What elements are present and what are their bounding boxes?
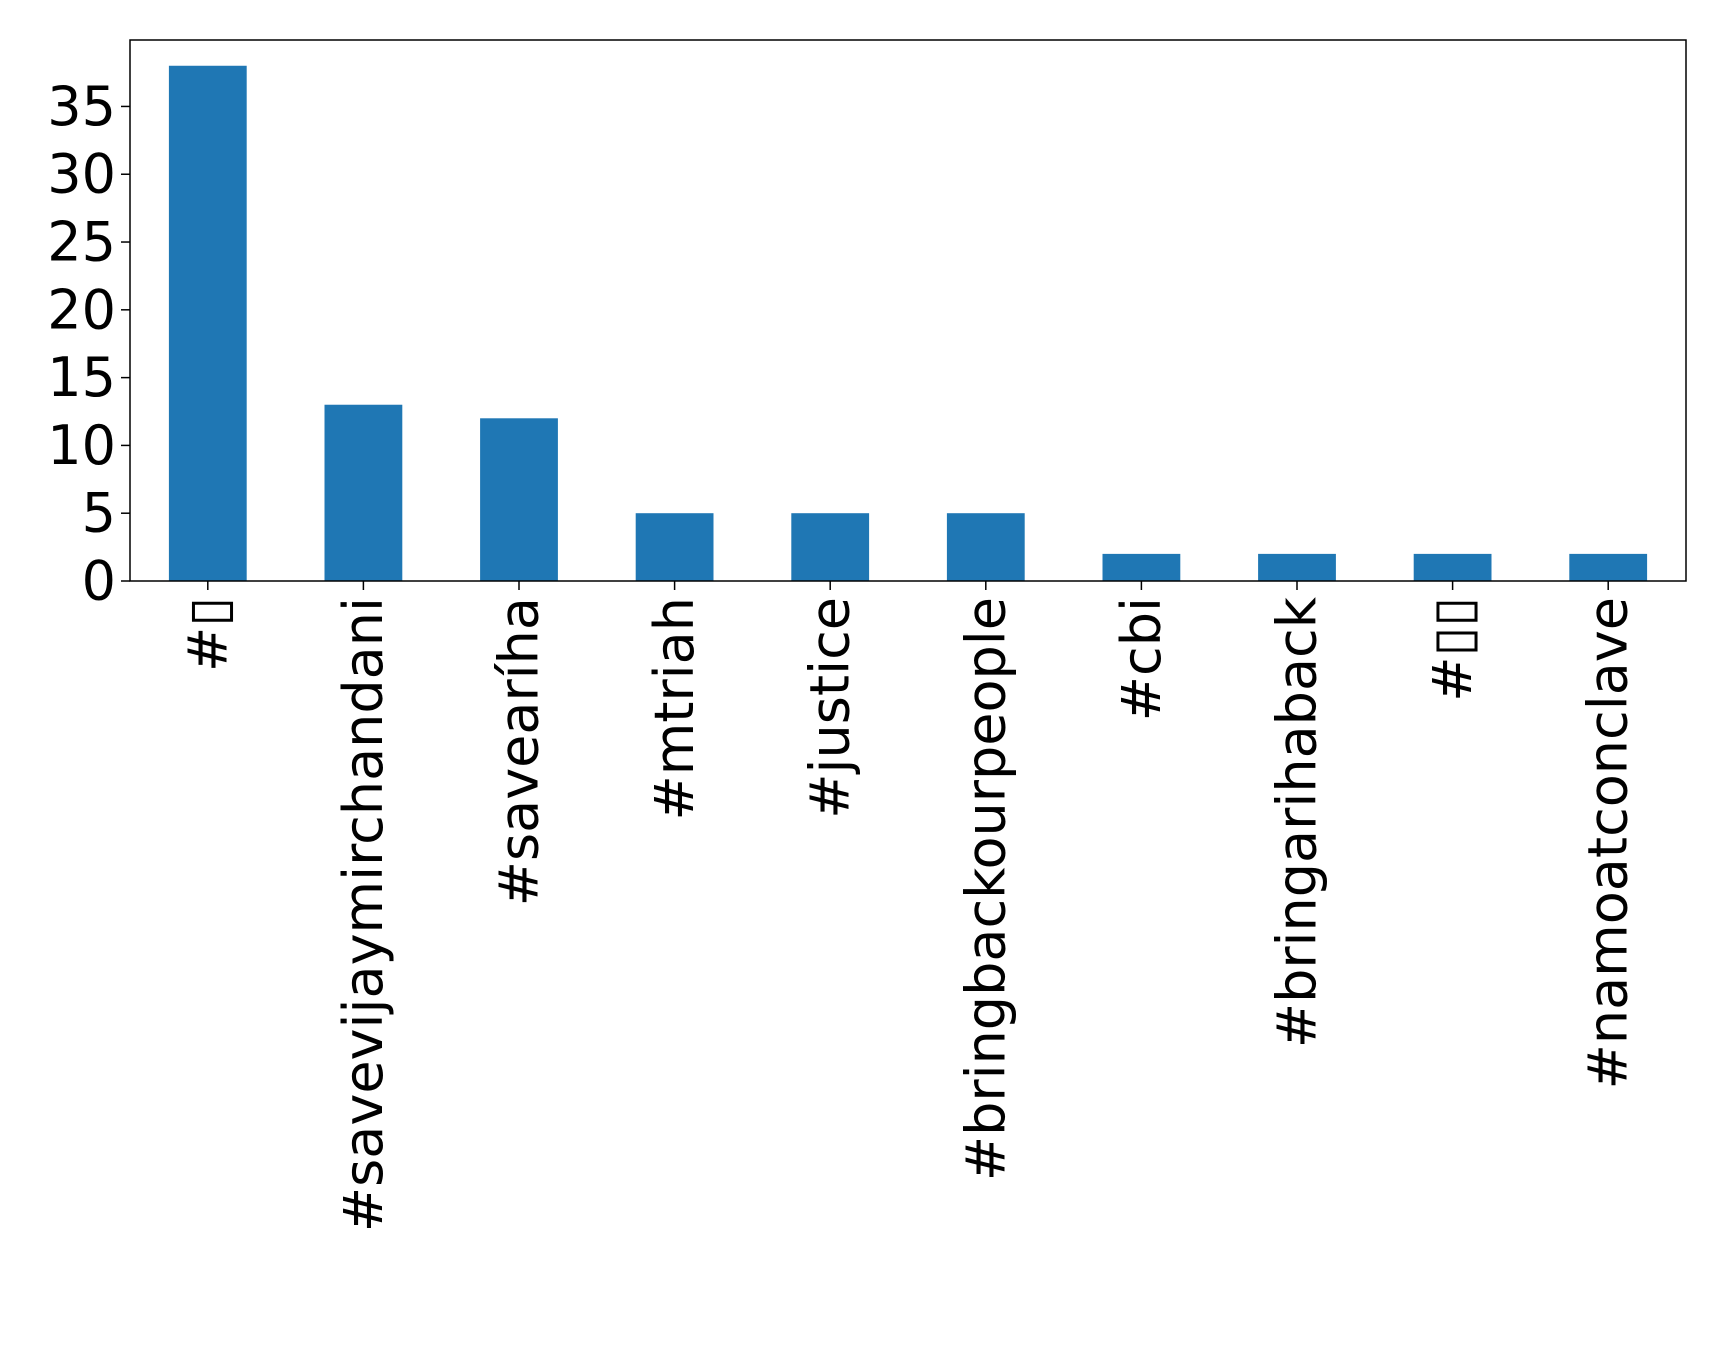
bar [946,513,1025,581]
bar [1413,553,1492,581]
x-tick-label: #savevijaymirchandani [332,597,395,1232]
bars-layer [168,65,1648,581]
x-tick-label: #▯ [176,597,239,672]
x-tick-label: #▯▯ [1421,597,1484,702]
bar [1102,553,1181,581]
x-tick-label: #justice [799,597,862,819]
bar [635,513,714,581]
x-tick-label: #savearíha [488,597,551,906]
bar [1569,553,1648,581]
bar [480,418,558,581]
x-tick-label: #namoatconclave [1577,597,1640,1089]
plot-frame [129,39,1687,582]
y-tick-label: 20 [47,278,116,341]
bar [324,404,403,581]
bar [1258,553,1336,581]
x-tick-label: #cbi [1110,597,1173,721]
x-tick-label: #bringarihaback [1266,596,1329,1048]
y-tick-label: 0 [82,550,116,613]
bar [791,513,870,581]
y-tick-label: 25 [47,211,116,274]
x-tick-label: #bringbackourpeople [954,597,1017,1181]
y-tick-label: 30 [47,143,116,206]
y-tick-label: 35 [47,75,116,138]
x-tick-label: #mtriah [643,597,706,821]
y-tick-label: 10 [47,414,116,477]
bar [168,65,247,581]
y-tick-label: 15 [47,346,116,409]
x-axis: #▯ #savevijaymirchandani #savearíha #mtriah… [176,581,1640,1232]
y-tick-label: 5 [82,482,116,545]
